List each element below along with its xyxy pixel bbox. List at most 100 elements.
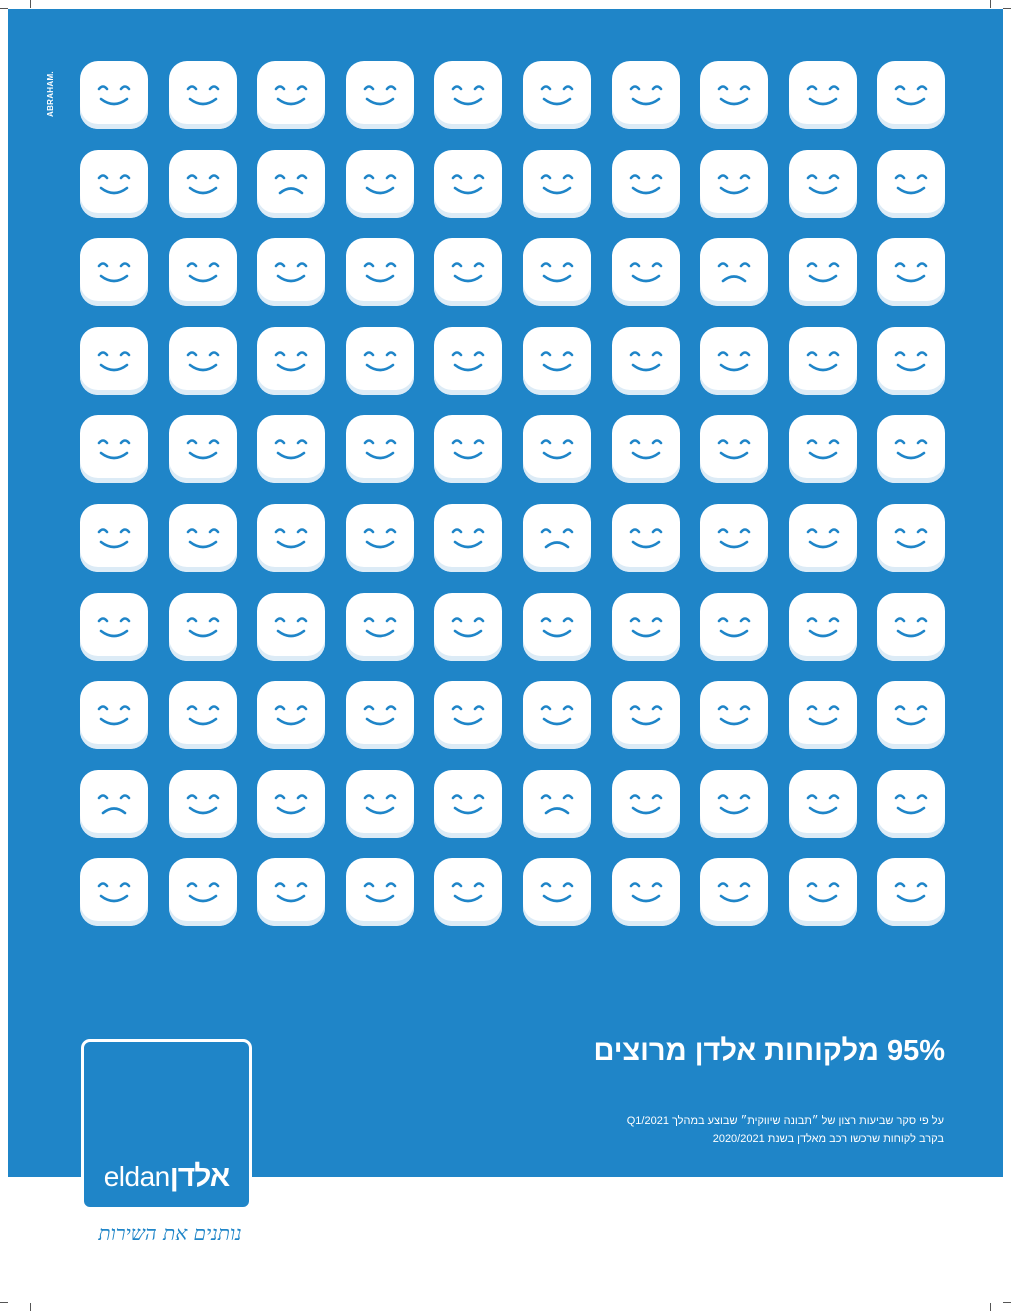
happy-face-icon xyxy=(700,858,768,926)
eldan-logo: eldan אלדן xyxy=(81,1039,252,1210)
happy-face-icon xyxy=(169,61,237,129)
happy-face-icon xyxy=(700,593,768,661)
happy-face-icon xyxy=(877,770,945,838)
happy-face-icon xyxy=(80,858,148,926)
happy-face-icon xyxy=(169,858,237,926)
survey-note-line-1: על פי סקר שביעות רצון של ״תבונה שיווקית״… xyxy=(626,1115,944,1127)
happy-face-icon xyxy=(789,238,857,306)
happy-face-icon xyxy=(789,504,857,572)
survey-note-line-2: בקרב לקוחות שרכשו רכב מאלדן בשנת 2020/20… xyxy=(712,1133,944,1145)
crop-mark xyxy=(0,8,8,9)
happy-face-icon xyxy=(523,858,591,926)
happy-face-icon xyxy=(434,681,502,749)
happy-face-icon xyxy=(612,327,680,395)
happy-face-icon xyxy=(877,681,945,749)
happy-face-icon xyxy=(80,593,148,661)
happy-face-icon xyxy=(612,415,680,483)
happy-face-icon xyxy=(523,61,591,129)
crop-mark xyxy=(1003,1302,1011,1303)
smiley-grid xyxy=(80,61,946,927)
happy-face-icon xyxy=(169,327,237,395)
sad-face-icon xyxy=(523,770,591,838)
happy-face-icon xyxy=(346,415,414,483)
happy-face-icon xyxy=(257,593,325,661)
happy-face-icon xyxy=(80,150,148,218)
happy-face-icon xyxy=(523,415,591,483)
happy-face-icon xyxy=(257,681,325,749)
happy-face-icon xyxy=(789,858,857,926)
happy-face-icon xyxy=(434,593,502,661)
happy-face-icon xyxy=(789,150,857,218)
happy-face-icon xyxy=(877,593,945,661)
happy-face-icon xyxy=(789,415,857,483)
happy-face-icon xyxy=(700,150,768,218)
logo-latin-text: eldan xyxy=(103,1161,171,1192)
happy-face-icon xyxy=(877,415,945,483)
happy-face-icon xyxy=(346,593,414,661)
happy-face-icon xyxy=(434,858,502,926)
happy-face-icon xyxy=(877,858,945,926)
happy-face-icon xyxy=(257,858,325,926)
happy-face-icon xyxy=(346,238,414,306)
sad-face-icon xyxy=(257,150,325,218)
happy-face-icon xyxy=(877,61,945,129)
happy-face-icon xyxy=(169,770,237,838)
happy-face-icon xyxy=(700,770,768,838)
happy-face-icon xyxy=(700,681,768,749)
happy-face-icon xyxy=(700,327,768,395)
happy-face-icon xyxy=(434,415,502,483)
happy-face-icon xyxy=(80,61,148,129)
sad-face-icon xyxy=(523,504,591,572)
happy-face-icon xyxy=(346,681,414,749)
happy-face-icon xyxy=(169,681,237,749)
happy-face-icon xyxy=(434,61,502,129)
happy-face-icon xyxy=(257,415,325,483)
happy-face-icon xyxy=(612,504,680,572)
happy-face-icon xyxy=(700,504,768,572)
happy-face-icon xyxy=(169,593,237,661)
happy-face-icon xyxy=(523,593,591,661)
happy-face-icon xyxy=(257,238,325,306)
happy-face-icon xyxy=(789,327,857,395)
happy-face-icon xyxy=(80,504,148,572)
happy-face-icon xyxy=(612,150,680,218)
happy-face-icon xyxy=(257,327,325,395)
happy-face-icon xyxy=(346,858,414,926)
happy-face-icon xyxy=(434,770,502,838)
crop-mark xyxy=(0,1302,8,1303)
happy-face-icon xyxy=(434,504,502,572)
happy-face-icon xyxy=(612,681,680,749)
happy-face-icon xyxy=(612,858,680,926)
happy-face-icon xyxy=(169,238,237,306)
happy-face-icon xyxy=(257,770,325,838)
happy-face-icon xyxy=(257,61,325,129)
happy-face-icon xyxy=(346,327,414,395)
happy-face-icon xyxy=(346,61,414,129)
happy-face-icon xyxy=(612,61,680,129)
headline: 95% מלקוחות אלדן מרוצים xyxy=(593,1035,945,1067)
happy-face-icon xyxy=(169,415,237,483)
happy-face-icon xyxy=(346,150,414,218)
happy-face-icon xyxy=(700,61,768,129)
logo-inner-square xyxy=(89,1047,244,1202)
happy-face-icon xyxy=(612,238,680,306)
happy-face-icon xyxy=(523,327,591,395)
happy-face-icon xyxy=(434,150,502,218)
happy-face-icon xyxy=(80,681,148,749)
brand-slogan: נותנים את השירות xyxy=(98,1221,242,1245)
happy-face-icon xyxy=(789,770,857,838)
crop-mark xyxy=(30,1303,31,1311)
logo-wordmark: eldan אלדן xyxy=(92,1160,241,1194)
happy-face-icon xyxy=(80,238,148,306)
happy-face-icon xyxy=(346,770,414,838)
happy-face-icon xyxy=(877,238,945,306)
crop-mark xyxy=(990,0,991,8)
happy-face-icon xyxy=(523,238,591,306)
sad-face-icon xyxy=(700,238,768,306)
happy-face-icon xyxy=(877,327,945,395)
happy-face-icon xyxy=(523,150,591,218)
happy-face-icon xyxy=(169,150,237,218)
happy-face-icon xyxy=(612,770,680,838)
happy-face-icon xyxy=(789,681,857,749)
happy-face-icon xyxy=(434,238,502,306)
